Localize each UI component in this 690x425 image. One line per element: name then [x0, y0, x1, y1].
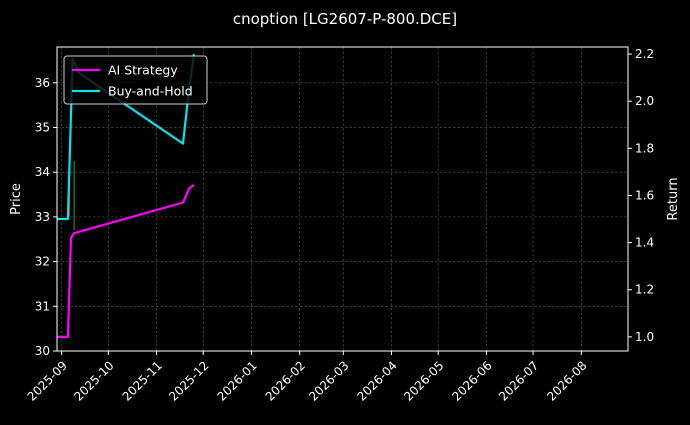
y-tick-label-right: 2.0 [635, 94, 654, 108]
y-tick-label-left: 33 [35, 210, 50, 224]
y-tick-label-left: 36 [35, 76, 50, 90]
x-tick-label: 2026-08 [544, 358, 589, 403]
y-tick-label-right: 1.4 [635, 236, 654, 250]
y-tick-label-left: 30 [35, 344, 50, 358]
y-tick-label-right: 1.2 [635, 283, 654, 297]
y-tick-label-right: 2.2 [635, 47, 654, 61]
plot-frame [56, 46, 629, 352]
x-tick-label: 2025-11 [120, 358, 165, 403]
x-tick-label: 2026-06 [449, 358, 494, 403]
y-tick-label-right: 1.8 [635, 141, 654, 155]
ai-strategy-series-line [57, 184, 195, 338]
x-tick-label: 2026-05 [401, 358, 446, 403]
y-axis-label-left: Price [9, 183, 24, 215]
chart-title: cnoption [LG2607-P-800.DCE] [233, 10, 457, 28]
y-tick-label-right: 1.6 [635, 188, 654, 202]
y-tick-label-left: 35 [35, 120, 50, 134]
x-tick-label: 2025-12 [166, 358, 211, 403]
x-tick-label: 2025-09 [25, 358, 70, 403]
x-tick-label: 2026-01 [214, 358, 259, 403]
y-tick-label-right: 1.0 [635, 330, 654, 344]
legend-label: AI Strategy [108, 63, 178, 78]
legend: AI Strategy Buy-and-Hold [63, 55, 208, 105]
x-tick-label: 2026-07 [496, 358, 541, 403]
x-tick-label: 2026-04 [354, 358, 399, 403]
legend-label: Buy-and-Hold [108, 84, 193, 99]
y-tick-label-left: 34 [35, 165, 50, 179]
y-axis-label-right: Return [666, 177, 681, 220]
x-tick-label: 2026-02 [263, 358, 308, 403]
y-tick-label-left: 31 [35, 299, 50, 313]
x-tick-label: 2025-10 [71, 358, 116, 403]
x-tick-label: 2026-03 [306, 358, 351, 403]
y-tick-label-left: 32 [35, 255, 50, 269]
